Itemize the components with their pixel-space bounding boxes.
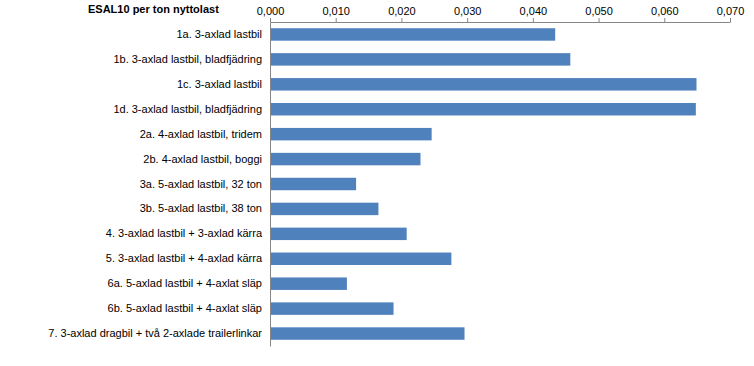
category-label: 7. 3-axlad dragbil + två 2-axlade traile… [48, 327, 262, 339]
tick: 0,060 [651, 5, 679, 22]
tick-label: 0,060 [651, 5, 679, 17]
x-axis: 0,000 0,010 0,020 0,030 0,040 0,050 0,060 0,070 [257, 5, 745, 23]
tick-label: 0,030 [454, 5, 482, 17]
title: ESAL10 per ton nyttolast [88, 3, 219, 15]
tick: 0,010 [322, 5, 350, 22]
tick-mark [336, 18, 337, 22]
category-label: 3b. 5-axlad lastbil, 38 ton [140, 202, 262, 214]
category-label: 4. 3-axlad lastbil + 3-axlad kärra [106, 227, 263, 239]
axis-line [271, 22, 731, 23]
bars [270, 28, 696, 340]
bar [270, 128, 432, 140]
axis-line [270, 23, 271, 347]
bar [270, 253, 451, 265]
y-axis: 1a. 3-axlad lastbil 1b. 3-axlad lastbil, … [48, 23, 270, 347]
bar [270, 28, 555, 40]
tick-mark [270, 18, 271, 22]
tick: 0,050 [585, 5, 613, 22]
bar [270, 103, 696, 115]
category-label: 5. 3-axlad lastbil + 4-axlad kärra [106, 252, 263, 264]
category-label: 1c. 3-axlad lastbil [177, 78, 262, 90]
bar [270, 228, 407, 240]
tick: 7. 3-axlad dragbil + två 2-axlade traile… [48, 327, 270, 339]
tick: 0,070 [717, 5, 745, 22]
tick-mark [599, 18, 600, 22]
bar [270, 302, 394, 314]
category-label: 1d. 3-axlad lastbil, bladfjädring [113, 103, 262, 115]
tick: 1a. 3-axlad lastbil [176, 28, 270, 40]
tick: 0,030 [454, 5, 482, 22]
tick-label: 0,050 [585, 5, 613, 17]
tick: 1b. 3-axlad lastbil, bladfjädring [113, 53, 270, 65]
category-label: 1b. 3-axlad lastbil, bladfjädring [113, 53, 262, 65]
tick: 6b. 5-axlad lastbil + 4-axlat släp [108, 302, 270, 314]
plot: 0,000 0,010 0,020 0,030 0,040 0,050 0,060 0,070… [48, 5, 744, 347]
bar [270, 277, 347, 289]
bar [270, 153, 420, 165]
tick: 0,000 [257, 5, 285, 22]
tick: 4. 3-axlad lastbil + 3-axlad kärra [106, 227, 270, 239]
tick-label: 0,070 [717, 5, 745, 17]
tick: 3a. 5-axlad lastbil, 32 ton [140, 178, 270, 190]
tick-label: 0,040 [520, 5, 548, 17]
bar [270, 78, 696, 90]
bar [270, 178, 356, 190]
tick: 0,020 [388, 5, 416, 22]
chart: 0,000 0,010 0,020 0,030 0,040 0,050 0,060 0,070… [0, 0, 754, 366]
tick: 1c. 3-axlad lastbil [177, 78, 270, 90]
tick: 5. 3-axlad lastbil + 4-axlad kärra [106, 252, 270, 264]
tick: 2a. 4-axlad lastbil, tridem [140, 128, 270, 140]
tick-mark [467, 18, 468, 22]
tick-mark [401, 18, 402, 22]
category-label: 3a. 5-axlad lastbil, 32 ton [140, 178, 262, 190]
tick: 6a. 5-axlad lastbil + 4-axlat släp [108, 277, 270, 289]
tick: 2b. 4-axlad lastbil, boggi [143, 153, 270, 165]
category-label: 6b. 5-axlad lastbil + 4-axlat släp [108, 302, 262, 314]
category-label: 2b. 4-axlad lastbil, boggi [143, 153, 262, 165]
category-label: 2a. 4-axlad lastbil, tridem [140, 128, 262, 140]
tick: 0,040 [520, 5, 548, 22]
bar [270, 327, 465, 339]
tick-label: 0,010 [322, 5, 350, 17]
tick-label: 0,020 [388, 5, 416, 17]
tick-mark [730, 18, 731, 22]
bar [270, 53, 570, 65]
category-label: 6a. 5-axlad lastbil + 4-axlat släp [108, 277, 262, 289]
tick: 1d. 3-axlad lastbil, bladfjädring [113, 103, 270, 115]
bar [270, 203, 378, 215]
tick-mark [664, 18, 665, 22]
tick: 3b. 5-axlad lastbil, 38 ton [140, 202, 270, 214]
tick-mark [533, 18, 534, 22]
category-label: 1a. 3-axlad lastbil [176, 28, 262, 40]
tick-label: 0,000 [257, 5, 285, 17]
